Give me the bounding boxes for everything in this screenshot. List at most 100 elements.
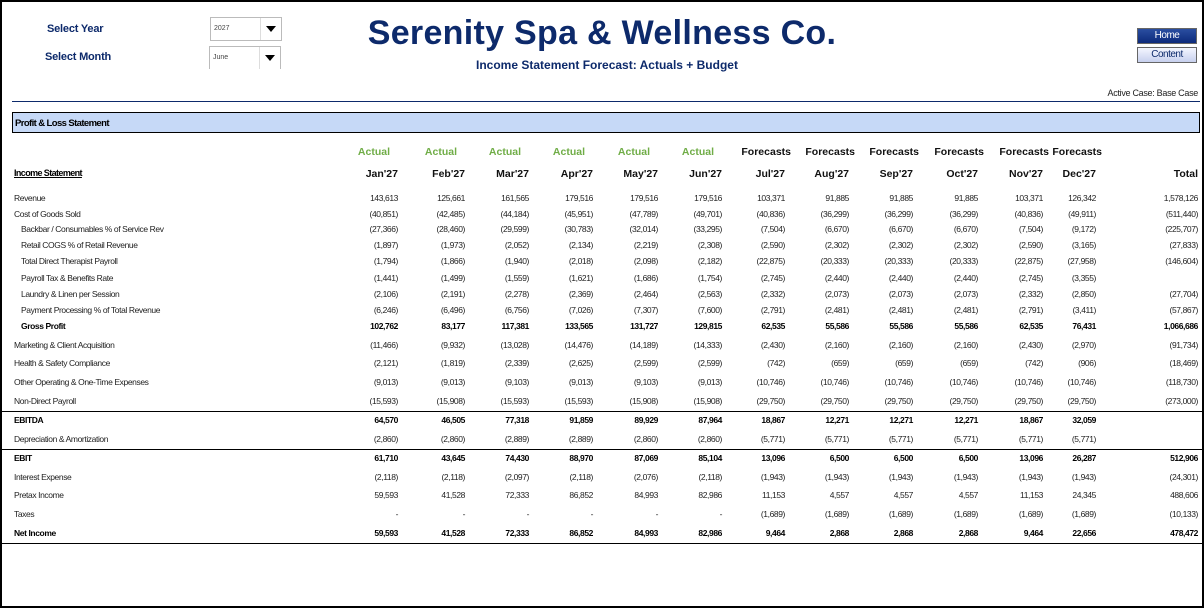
table-cell: (1,689) (760, 509, 786, 520)
table-cell: (1,499) (440, 272, 466, 283)
table-cell: (2,430) (1018, 339, 1044, 350)
table-cell: (1,686) (633, 272, 659, 283)
table-cell: 9,464 (1023, 527, 1044, 538)
table-cell: (742) (767, 358, 785, 369)
table-cell: (2,440) (824, 272, 850, 283)
table-cell: 9,464 (765, 527, 786, 538)
table-cell: (2,118) (569, 471, 593, 482)
table-cell: 59,593 (374, 527, 398, 538)
table-cell: (5,771) (1071, 433, 1097, 444)
table-cell: 62,535 (761, 321, 785, 332)
table-cell: (2,889) (568, 433, 594, 444)
table-cell: (1,973) (440, 240, 466, 251)
table-cell: 18,867 (761, 415, 785, 426)
table-cell: (2,097) (504, 471, 530, 482)
row-label: Marketing & Client Acquisition (14, 339, 115, 350)
table-cell: (1,689) (888, 509, 914, 520)
chevron-down-icon[interactable] (260, 18, 281, 40)
table-cell: (2,481) (953, 304, 979, 315)
row-label: Pretax Income (14, 490, 64, 501)
table-cell: (1,897) (373, 240, 399, 251)
table-cell: 32,059 (1072, 415, 1096, 426)
table-cell: 4,557 (893, 490, 914, 501)
table-cell: (1,689) (824, 509, 850, 520)
table-cell: (2,481) (824, 304, 850, 315)
column-month-label: Apr'27 (560, 168, 593, 180)
table-cell: - (655, 509, 659, 520)
table-row: Net Income 59,593 41,528 72,333 86,852 84,993… (0, 525, 1204, 545)
table-cell: (1,943) (1071, 471, 1097, 482)
table-cell: (2,745) (760, 272, 786, 283)
table-cell: (2,332) (760, 288, 786, 299)
table-cell: 64,570 (374, 415, 398, 426)
pl-table: Revenue 143,613 125,661 161,565 179,516 179,5… (0, 190, 1204, 545)
table-cell: (14,189) (629, 339, 659, 350)
total-header: Total (1173, 168, 1198, 180)
year-dropdown[interactable]: 2027 (210, 17, 282, 41)
table-cell: (22,875) (1014, 256, 1044, 267)
content-button[interactable]: Content (1137, 47, 1197, 63)
table-cell: (10,746) (884, 376, 914, 387)
table-row: Backbar / Consumables % of Service Rev (2… (0, 221, 1204, 237)
table-cell: (2,160) (953, 339, 979, 350)
table-cell: (6,246) (373, 304, 399, 315)
table-cell: (2,860) (440, 433, 466, 444)
column-kind-label: Actual (357, 146, 390, 158)
table-cell: (29,750) (1067, 395, 1097, 406)
column-month-label: Jun'27 (689, 168, 722, 180)
table-cell: (2,889) (504, 433, 530, 444)
table-cell: (36,299) (884, 208, 914, 219)
month-dropdown[interactable]: June (209, 46, 281, 69)
table-cell: (5,771) (760, 433, 786, 444)
table-cell: (2,563) (697, 288, 723, 299)
table-cell: (44,184) (500, 208, 530, 219)
home-button[interactable]: Home (1137, 28, 1197, 44)
section-header: Profit & Loss Statement (12, 112, 1200, 133)
table-cell: (15,593) (564, 395, 594, 406)
total-cell: (27,833) (1169, 240, 1199, 251)
row-label: Retail COGS % of Retail Revenue (21, 240, 138, 251)
column-month-label: Sep'27 (879, 168, 913, 180)
total-cell: 512,906 (1170, 453, 1198, 464)
table-cell: 91,885 (825, 193, 849, 203)
chevron-down-icon[interactable] (259, 47, 280, 69)
select-year-label: Select Year (47, 23, 104, 35)
table-cell: (40,836) (756, 208, 786, 219)
table-cell: (9,013) (697, 376, 723, 387)
table-cell: (32,014) (629, 224, 659, 234)
table-cell: (7,504) (760, 224, 786, 234)
table-cell: (13,028) (500, 339, 530, 350)
table-cell: 82,986 (698, 527, 722, 538)
table-cell: (2,118) (441, 471, 465, 482)
table-cell: 87,964 (698, 415, 722, 426)
table-cell: (2,308) (697, 240, 723, 251)
table-row: Interest Expense (2,118) (2,118) (2,097) (2,… (0, 469, 1204, 488)
table-cell: (49,701) (693, 208, 723, 219)
table-cell: (15,593) (500, 395, 530, 406)
table-cell: (2,073) (953, 288, 979, 299)
table-cell: (9,103) (633, 376, 659, 387)
divider (12, 101, 1200, 102)
table-cell: (9,013) (373, 376, 399, 387)
table-cell: 77,318 (505, 415, 529, 426)
row-label: Non-Direct Payroll (14, 395, 76, 406)
table-cell: (2,369) (568, 288, 594, 299)
table-cell: 2,868 (829, 527, 850, 538)
table-cell: (2,970) (1071, 339, 1097, 350)
table-cell: 11,153 (762, 490, 785, 501)
table-cell: 143,613 (370, 193, 398, 203)
row-label: EBIT (14, 453, 32, 464)
table-cell: (1,689) (1071, 509, 1097, 520)
table-cell: (29,750) (949, 395, 979, 406)
column-kind-label: Actual (617, 146, 650, 158)
table-cell: 85,104 (698, 453, 722, 464)
table-cell: (1,689) (1018, 509, 1044, 520)
table-row: EBIT 61,710 43,645 74,430 88,970 87,069 85,104… (0, 450, 1204, 469)
table-cell: (2,440) (888, 272, 914, 283)
table-cell: 62,535 (1019, 321, 1043, 332)
table-cell: 74,430 (505, 453, 529, 464)
table-cell: (33,295) (693, 224, 723, 234)
table-cell: 72,333 (505, 490, 529, 501)
table-cell: (6,670) (888, 224, 914, 234)
table-cell: (1,754) (697, 272, 723, 283)
